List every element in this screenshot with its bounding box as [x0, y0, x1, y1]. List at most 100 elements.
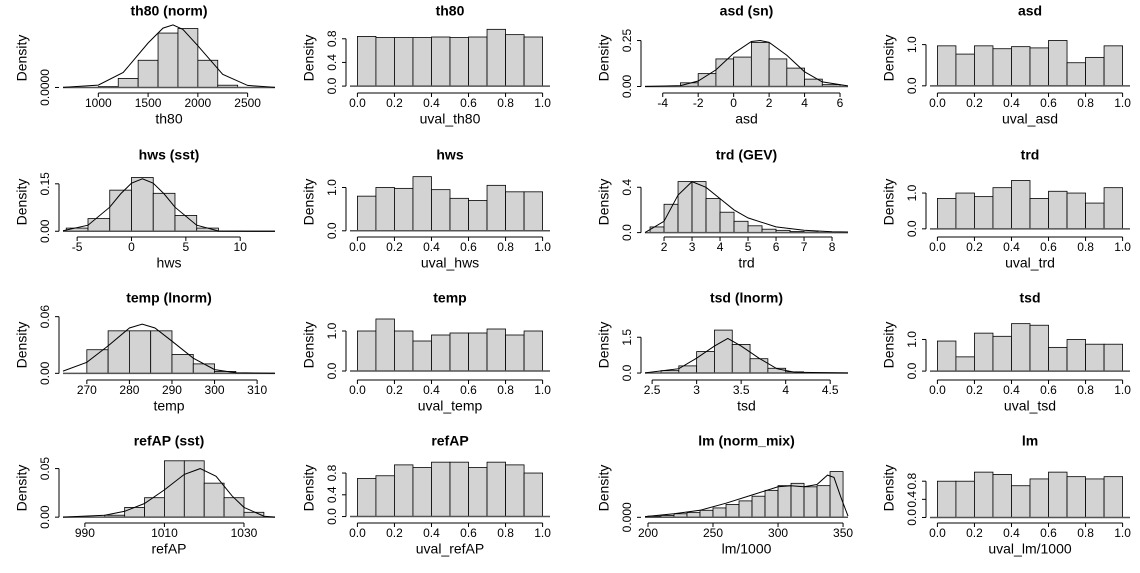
- bar: [117, 78, 139, 88]
- bar: [223, 497, 245, 518]
- y-tick-label: 0.00: [38, 361, 52, 385]
- bar: [505, 334, 525, 372]
- x-tick-label: 0.4: [423, 96, 440, 110]
- x-tick-label: 0.0: [349, 96, 366, 110]
- bar: [449, 461, 469, 517]
- bar: [1029, 324, 1049, 372]
- bar: [749, 358, 769, 374]
- bar: [1066, 476, 1086, 518]
- bar: [129, 330, 152, 374]
- bar: [523, 191, 543, 232]
- x-tick-label: 1000: [85, 96, 112, 110]
- y-tick-label: 0.8: [905, 473, 919, 490]
- x-tick-label: 0.0: [929, 526, 946, 540]
- bar: [449, 37, 469, 87]
- y-axis-label: Density: [596, 465, 612, 512]
- panel-title: th80: [436, 3, 465, 19]
- x-tick-label: 0.6: [460, 240, 477, 254]
- bar: [394, 37, 414, 87]
- bar: [786, 67, 805, 87]
- bar: [431, 36, 451, 87]
- x-axis-label: asd: [735, 111, 758, 127]
- y-tick-label: 0.0: [325, 77, 339, 94]
- bar: [131, 177, 154, 232]
- bar: [431, 334, 451, 372]
- x-tick-label: 0.4: [423, 383, 440, 397]
- x-tick-label: 350: [833, 526, 853, 540]
- x-tick-label: 1.0: [534, 383, 551, 397]
- bar: [715, 58, 735, 87]
- bar: [1085, 343, 1105, 372]
- x-tick-label: -4: [657, 96, 668, 110]
- density-curve: [644, 474, 849, 518]
- bar: [412, 176, 432, 232]
- bar: [394, 330, 414, 372]
- y-axis-label: Density: [301, 35, 317, 82]
- density-curve: [62, 178, 276, 232]
- bar: [1048, 346, 1068, 372]
- x-tick-label: 0.2: [966, 526, 983, 540]
- bar: [486, 461, 506, 517]
- x-tick-label: 1.0: [534, 96, 551, 110]
- y-axis-label: Density: [14, 322, 30, 369]
- bar: [937, 45, 957, 87]
- x-tick-label: 0.6: [1040, 96, 1057, 110]
- x-tick-label: 0.2: [966, 96, 983, 110]
- y-tick-label: 0.00: [38, 219, 52, 243]
- x-tick-label: 1.0: [1114, 96, 1131, 110]
- y-axis-label: Density: [881, 322, 897, 369]
- bar: [375, 318, 395, 372]
- bar: [974, 45, 994, 87]
- bar: [468, 200, 488, 232]
- x-tick-label: 4: [782, 383, 789, 397]
- bar: [1103, 476, 1123, 518]
- x-tick-label: 300: [205, 383, 225, 397]
- bar: [505, 34, 525, 87]
- bar: [505, 464, 525, 517]
- bar: [357, 36, 377, 87]
- y-tick-label: 0.0: [620, 364, 634, 381]
- y-tick-label: 1.0: [905, 36, 919, 53]
- x-tick-label: 2: [766, 96, 773, 110]
- y-axis-label: Density: [14, 465, 30, 512]
- x-tick-label: 0.0: [349, 526, 366, 540]
- panel-title: asd (sn): [720, 3, 774, 19]
- bar: [992, 187, 1012, 230]
- panel-title: tsd (lnorm): [710, 290, 783, 306]
- bar: [768, 58, 788, 87]
- x-tick-label: 0.6: [1040, 383, 1057, 397]
- bar: [468, 36, 488, 87]
- y-tick-label: 0.00: [620, 74, 634, 98]
- bar: [523, 330, 543, 372]
- bar: [177, 28, 199, 88]
- bar: [412, 467, 432, 517]
- y-tick-label: 0.0: [325, 508, 339, 525]
- x-axis-label: refAP: [151, 541, 186, 557]
- x-tick-label: 1.0: [534, 240, 551, 254]
- x-tick-label: 270: [77, 383, 97, 397]
- y-tick-label: 0.4: [620, 179, 634, 196]
- x-tick-label: 0.6: [460, 526, 477, 540]
- bar: [357, 195, 377, 232]
- x-tick-label: 6: [773, 240, 780, 254]
- bar: [431, 461, 451, 517]
- x-tick-label: 3: [693, 383, 700, 397]
- bar: [523, 36, 543, 87]
- x-tick-label: 0.8: [1077, 383, 1094, 397]
- bar: [137, 59, 159, 88]
- y-tick-label: 0.000: [620, 502, 634, 532]
- bar: [747, 225, 763, 234]
- x-tick-label: 5: [745, 240, 752, 254]
- bar: [955, 480, 975, 518]
- bar: [937, 480, 957, 518]
- x-tick-label: 0.4: [1003, 240, 1020, 254]
- bar: [157, 32, 179, 88]
- density-curve: [62, 323, 276, 374]
- bar: [357, 478, 377, 517]
- density-curve: [62, 24, 276, 88]
- bar: [1103, 45, 1123, 87]
- panel-title: lm: [1022, 433, 1038, 449]
- bar: [992, 473, 1012, 518]
- bar: [955, 192, 975, 230]
